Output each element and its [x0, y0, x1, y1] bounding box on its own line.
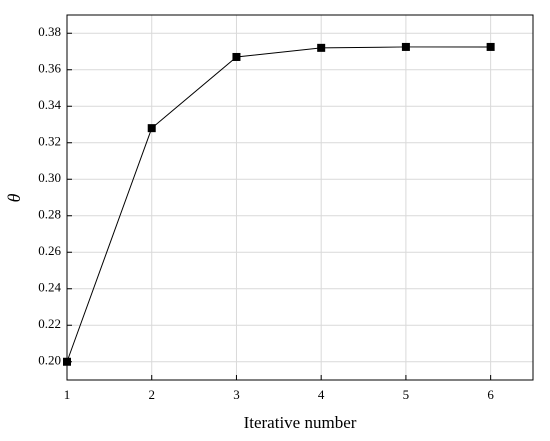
y-tick-label: 0.30	[38, 170, 61, 185]
y-tick-label: 0.26	[38, 243, 61, 258]
x-tick-label: 3	[233, 387, 240, 402]
x-tick-label: 6	[487, 387, 494, 402]
marker	[147, 124, 156, 133]
x-tick-label: 4	[318, 387, 325, 402]
marker	[232, 52, 241, 61]
y-tick-label: 0.36	[38, 61, 61, 76]
series-line	[66, 46, 491, 362]
marker	[63, 357, 71, 366]
y-tick-label: 0.24	[38, 280, 61, 295]
marker	[486, 42, 495, 51]
marker	[401, 42, 410, 51]
y-tick-label: 0.28	[38, 207, 61, 222]
x-tick-label: 5	[403, 387, 410, 402]
x-tick-label: 1	[64, 387, 71, 402]
y-tick-label: 0.38	[38, 24, 61, 39]
marker	[317, 43, 326, 52]
x-tick-label: 2	[148, 387, 155, 402]
y-tick-label: 0.22	[38, 316, 61, 331]
x-axis-label: Iterative number	[244, 413, 357, 432]
y-tick-label: 0.32	[38, 134, 61, 149]
y-tick-label: 0.34	[38, 97, 61, 112]
y-axis-label: θ	[4, 193, 24, 202]
plot-frame	[66, 14, 534, 381]
y-tick-label: 0.20	[38, 353, 61, 368]
